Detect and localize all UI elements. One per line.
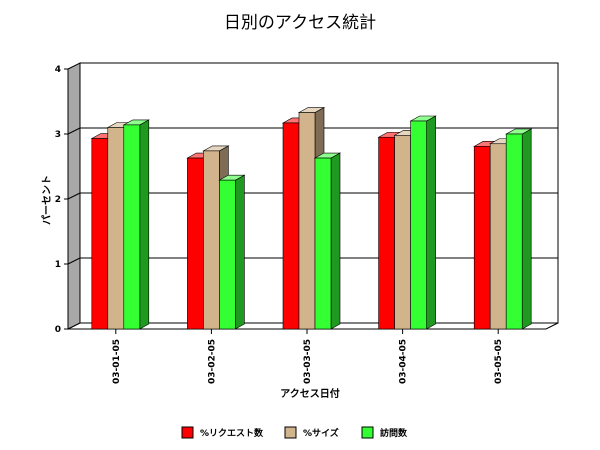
legend-swatch <box>361 426 374 439</box>
bar-front-face <box>378 136 395 330</box>
legend-label: 訪問数 <box>380 427 408 439</box>
legend-swatch <box>181 426 194 439</box>
bar-front-face <box>123 124 141 330</box>
y-tick-label: 3 <box>55 130 61 140</box>
bar-front-face <box>219 179 236 330</box>
x-tick-label: 03-04-05 <box>399 339 409 384</box>
bar-front-face <box>282 122 300 330</box>
bar-side-face <box>330 152 341 330</box>
legend: %リクエスト数 %サイズ 訪問数 <box>181 426 408 439</box>
legend-swatch <box>284 426 297 439</box>
x-tick-label: 03-03-05 <box>303 339 313 384</box>
y-tick-label: 4 <box>55 65 61 75</box>
bar-front-face <box>91 138 109 330</box>
bar-side-face <box>235 174 245 330</box>
x-axis-label: アクセス日付 <box>280 387 340 400</box>
x-tick-label: 03-02-05 <box>207 339 217 384</box>
bar-front-face <box>489 143 507 330</box>
y-tick-label: 2 <box>55 195 61 205</box>
bar-side-face <box>521 128 532 330</box>
y-tick-label: 1 <box>55 260 61 270</box>
bar-front-face <box>187 157 204 330</box>
y-axis-ticks: 0 1 2 3 4 <box>55 65 68 335</box>
bar-front-face <box>394 135 411 330</box>
bar-front-face <box>410 120 427 330</box>
bar-side-face <box>426 115 436 330</box>
bar-front-face <box>203 150 220 330</box>
bar <box>218 174 246 330</box>
bar <box>122 119 150 330</box>
gridline-side <box>67 127 81 135</box>
gridline-side <box>67 192 81 200</box>
legend-label: %サイズ <box>303 427 339 439</box>
x-axis-ticks: 03-01-05 03-02-05 03-03-05 03-04-05 03-05-05 <box>112 329 504 384</box>
y-axis-label: パーセント <box>41 175 53 225</box>
bar-side-face <box>139 119 150 330</box>
bar-front-face <box>298 112 316 330</box>
legend-label: %リクエスト数 <box>200 427 264 439</box>
gridline-side <box>67 257 81 265</box>
bar-front-face <box>473 146 491 330</box>
bar-front-face <box>107 127 125 330</box>
bar <box>313 152 342 330</box>
bar-front-face <box>314 157 332 330</box>
bar <box>505 128 533 330</box>
x-tick-label: 03-01-05 <box>112 339 122 384</box>
x-tick-label: 03-05-05 <box>494 339 504 384</box>
bar <box>409 115 437 330</box>
y-tick-label: 0 <box>55 325 61 335</box>
bar-front-face <box>505 133 523 330</box>
chart-title: 日別のアクセス統計 <box>224 13 376 33</box>
bars <box>90 107 533 330</box>
